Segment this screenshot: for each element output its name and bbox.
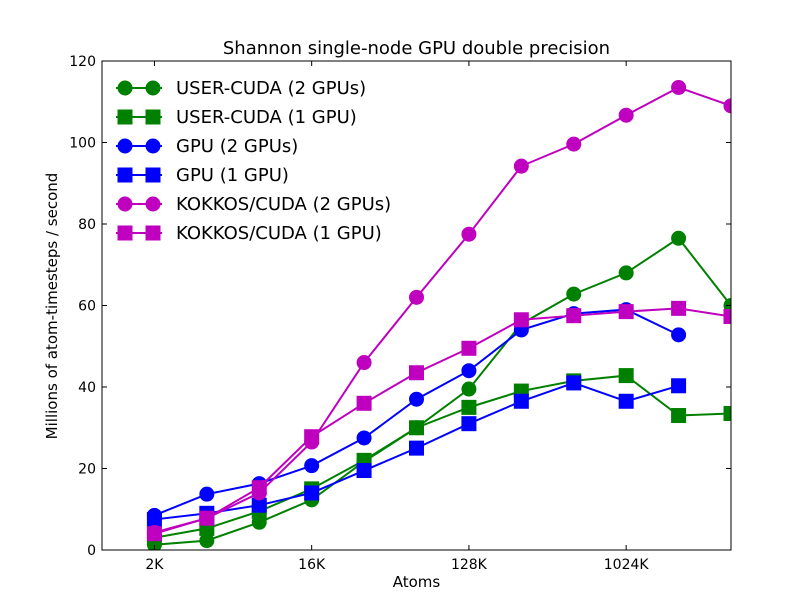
legend-marker [145, 225, 161, 241]
data-point-kokkos-cuda-2-gpus [723, 98, 731, 114]
axis-ticks: 0 20 40 60 80 100 120 2K 16K 128K 1024K [69, 54, 731, 573]
data-point-kokkos-cuda-2-gpus [566, 136, 582, 152]
legend-marker [145, 109, 161, 125]
legend-marker [145, 138, 161, 154]
data-point-gpu-1-gpu [461, 416, 477, 432]
y-tick-label: 100 [69, 136, 96, 152]
legend-marker [145, 80, 161, 96]
legend-marker [145, 167, 161, 183]
legend-label: KOKKOS/CUDA (2 GPUs) [176, 194, 391, 215]
series-group [146, 79, 731, 550]
series-line-user-cuda-1-gpu [154, 374, 731, 539]
data-point-gpu-1-gpu [513, 393, 529, 409]
legend-marker [145, 196, 161, 212]
data-point-kokkos-cuda-1-gpu [409, 365, 424, 381]
legend-marker [117, 225, 133, 241]
data-point-kokkos-cuda-2-gpus [356, 355, 372, 371]
plot-area [146, 79, 731, 550]
data-point-kokkos-cuda-1-gpu [146, 526, 162, 542]
data-point-gpu-1-gpu [618, 393, 634, 409]
data-point-user-cuda-1-gpu [409, 420, 424, 436]
data-point-gpu-2-gpus [199, 486, 215, 502]
data-point-kokkos-cuda-2-gpus [671, 79, 687, 95]
legend-entry-gpu-2-gpus: GPU (2 GPUs) [116, 136, 298, 157]
legend-label: KOKKOS/CUDA (1 GPU) [176, 223, 382, 244]
legend-marker [117, 167, 133, 183]
legend-label: USER-CUDA (1 GPU) [176, 107, 357, 128]
data-point-kokkos-cuda-1-gpu [304, 429, 320, 445]
y-tick-label: 20 [78, 462, 96, 478]
y-tick-label: 0 [87, 543, 96, 559]
legend-label: GPU (2 GPUs) [176, 136, 298, 157]
y-tick-label: 60 [78, 299, 96, 315]
data-point-kokkos-cuda-1-gpu [251, 480, 267, 496]
x-tick-label: 1024K [604, 557, 650, 573]
data-point-user-cuda-2-gpus [566, 286, 582, 302]
legend-label: USER-CUDA (2 GPUs) [176, 78, 366, 99]
data-point-gpu-1-gpu [356, 463, 372, 479]
data-point-gpu-2-gpus [304, 458, 320, 474]
y-axis-label: Millions of atom-timesteps / second [43, 173, 61, 440]
data-point-kokkos-cuda-1-gpu [671, 300, 687, 316]
data-point-gpu-2-gpus [461, 363, 477, 379]
x-axis-label: Atoms [393, 573, 441, 591]
data-point-kokkos-cuda-2-gpus [513, 158, 529, 174]
legend-label: GPU (1 GPU) [176, 165, 289, 186]
y-tick-label: 40 [78, 380, 96, 396]
legend-entry-gpu-1-gpu: GPU (1 GPU) [116, 165, 289, 186]
data-point-user-cuda-1-gpu [461, 399, 477, 415]
legend-entry-kokkos-cuda-1-gpu: KOKKOS/CUDA (1 GPU) [116, 223, 382, 244]
data-point-gpu-2-gpus [409, 391, 424, 407]
x-tick-label: 2K [145, 557, 164, 573]
data-point-kokkos-cuda-1-gpu [356, 395, 372, 411]
series-line-user-cuda-2-gpus [154, 236, 731, 546]
data-point-gpu-1-gpu [566, 375, 582, 391]
data-point-user-cuda-1-gpu [671, 408, 687, 424]
data-point-gpu-1-gpu [671, 378, 687, 394]
data-point-gpu-2-gpus [671, 327, 687, 343]
data-point-kokkos-cuda-1-gpu [461, 340, 477, 356]
data-point-user-cuda-1-gpu [723, 405, 731, 421]
legend-marker [117, 80, 133, 96]
legend: USER-CUDA (2 GPUs) USER-CUDA (1 GPU) GPU (… [116, 78, 391, 244]
legend-entry-user-cuda-1-gpu: USER-CUDA (1 GPU) [116, 107, 357, 128]
data-point-gpu-1-gpu [409, 440, 424, 456]
data-point-kokkos-cuda-2-gpus [409, 289, 424, 305]
chart-title: Shannon single-node GPU double precision [223, 38, 610, 59]
data-point-user-cuda-2-gpus [461, 381, 477, 397]
y-tick-label: 120 [69, 54, 96, 70]
data-point-kokkos-cuda-1-gpu [199, 510, 215, 526]
x-tick-label: 128K [451, 557, 488, 573]
series-kokkos-cuda-1-gpu [146, 300, 731, 542]
legend-entry-kokkos-cuda-2-gpus: KOKKOS/CUDA (2 GPUs) [116, 194, 391, 215]
legend-marker [117, 109, 133, 125]
data-point-gpu-2-gpus [356, 430, 372, 446]
data-point-kokkos-cuda-2-gpus [618, 107, 634, 123]
data-point-kokkos-cuda-1-gpu [566, 308, 582, 324]
data-point-gpu-1-gpu [304, 485, 320, 501]
data-point-kokkos-cuda-1-gpu [618, 304, 634, 320]
series-line-kokkos-cuda-1-gpu [154, 307, 731, 535]
series-line-kokkos-cuda-2-gpus [154, 86, 731, 534]
legend-marker [117, 138, 133, 154]
y-tick-label: 80 [78, 217, 96, 233]
data-point-gpu-1-gpu [146, 511, 162, 527]
x-tick-label: 16K [298, 557, 326, 573]
data-point-kokkos-cuda-1-gpu [723, 309, 731, 325]
data-point-user-cuda-2-gpus [618, 265, 634, 281]
data-point-user-cuda-1-gpu [618, 368, 634, 384]
legend-entry-user-cuda-2-gpus: USER-CUDA (2 GPUs) [116, 78, 366, 99]
data-point-kokkos-cuda-2-gpus [461, 226, 477, 242]
data-point-kokkos-cuda-1-gpu [513, 312, 529, 328]
series-user-cuda-1-gpu [146, 368, 731, 546]
data-point-user-cuda-2-gpus [671, 230, 687, 246]
legend-marker [117, 196, 133, 212]
series-gpu-1-gpu [146, 375, 687, 527]
